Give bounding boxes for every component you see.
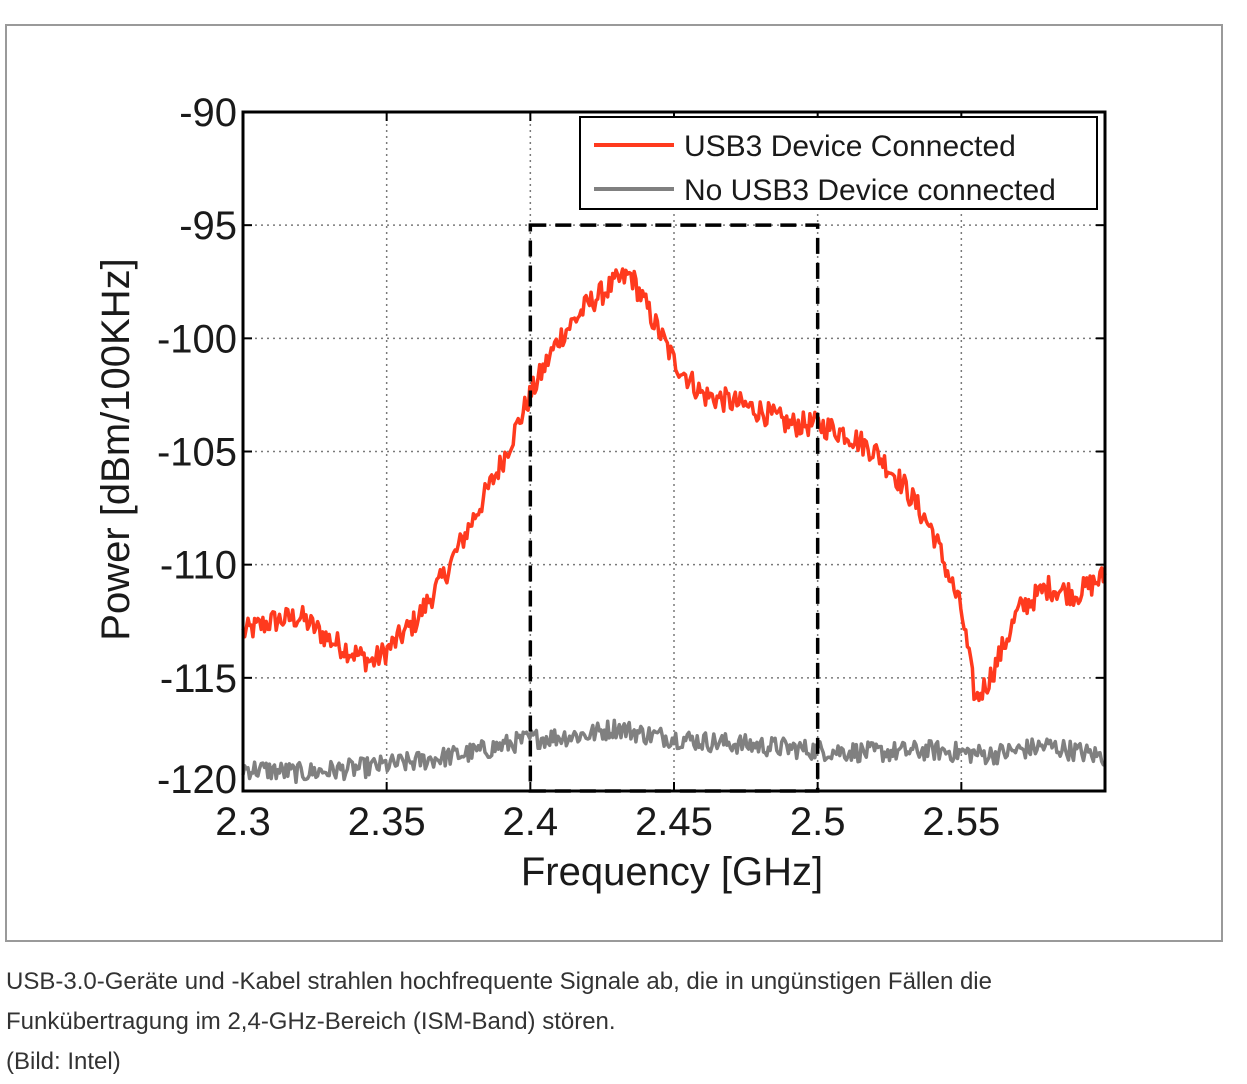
legend-box [579,116,1098,210]
spectrum-chart: 2.3 2.35 2.4 2.45 2.5 2.55 -120 -115 -110 -105 -10… [94,91,1107,894]
y-tick-label: -110 [160,544,237,588]
y-tick-label: -95 [179,204,237,248]
y-axis-label: Power [dBm/100KHz] [94,258,138,640]
x-tick-label: 2.5 [790,800,846,844]
x-tick-label: 2.4 [503,800,559,844]
series-line-2 [241,718,1106,785]
y-tick-label: -100 [157,317,237,361]
x-tick-label: 2.55 [922,800,1000,844]
y-tick-label: -105 [157,431,237,475]
caption-credit: (Bild: Intel) [6,1048,121,1075]
x-axis-label: Frequency [GHz] [521,850,823,894]
y-tick-label: -90 [179,91,237,135]
x-tick-label: 2.45 [635,800,713,844]
x-tick-label: 2.35 [348,800,426,844]
y-tick-label: -115 [160,657,237,701]
legend-label-1: USB3 Device Connected [684,130,1016,163]
figure-caption: USB-3.0-Geräte und -Kabel strahlen hochf… [6,962,1206,1082]
x-tick-label: 2.3 [215,800,271,844]
caption-line-2: Funkübertragung im 2,4-GHz-Bereich (ISM-… [6,1008,616,1035]
figure-frame: 2.3 2.35 2.4 2.45 2.5 2.55 -120 -115 -110 -105 -10… [5,24,1223,942]
caption-line-1: USB-3.0-Geräte und -Kabel strahlen hochf… [6,968,992,995]
legend-label-2: No USB3 Device connected [684,174,1056,207]
series-line-1 [241,267,1107,703]
y-tick-label: -120 [157,758,237,802]
